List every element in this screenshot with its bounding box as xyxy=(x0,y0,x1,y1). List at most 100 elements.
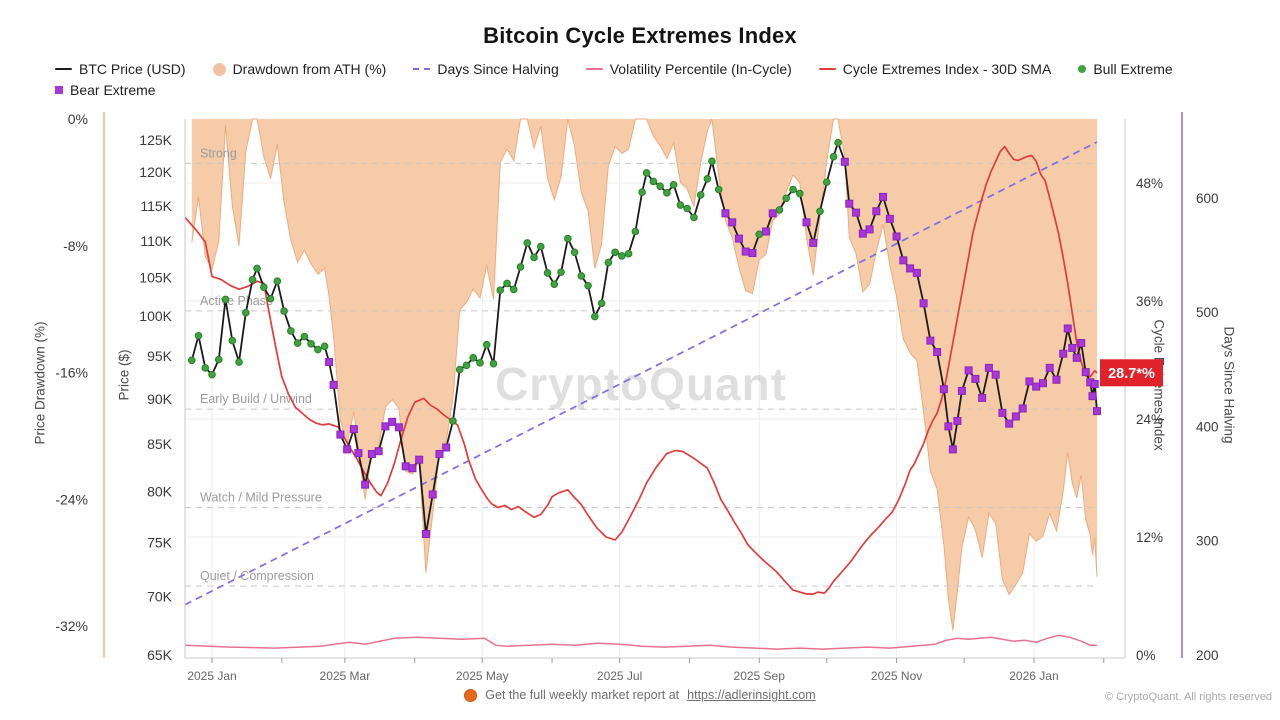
bull-extreme-marker xyxy=(489,359,498,368)
bear-extreme-marker xyxy=(367,450,376,459)
cei-tick-label: 36% xyxy=(1136,294,1163,309)
bear-extreme-marker xyxy=(939,385,948,394)
bull-extreme-marker xyxy=(242,308,250,317)
bull-extreme-marker xyxy=(509,285,518,294)
bear-extreme-marker xyxy=(394,423,403,432)
legend-swatch-btc-price-usd-icon xyxy=(55,67,72,71)
dsh-tick-label: 400 xyxy=(1196,419,1219,434)
bear-extreme-marker xyxy=(428,490,437,499)
price-tick-label: 125K xyxy=(139,132,172,148)
x-tick-label: 2025 Nov xyxy=(871,669,922,683)
bear-extreme-marker xyxy=(761,227,770,236)
bear-extreme-marker xyxy=(919,299,928,308)
zone-label: Strong xyxy=(200,146,237,160)
bear-extreme-marker xyxy=(865,225,874,234)
report-link[interactable]: https://adlerinsight.com xyxy=(687,688,816,702)
bear-extreme-marker xyxy=(957,386,966,395)
dsh-tick-label: 300 xyxy=(1196,534,1219,549)
legend-label: Volatility Percentile (In-Cycle) xyxy=(609,61,792,77)
bull-extreme-marker xyxy=(187,356,196,365)
legend-item-cycle-extremes-index-30d-sma[interactable]: Cycle Extremes Index - 30D SMA xyxy=(818,61,1052,77)
copyright-text: © CryptoQuant. All rights reserved xyxy=(1104,691,1272,703)
bull-extreme-marker xyxy=(214,355,223,364)
bear-extreme-marker xyxy=(336,430,345,439)
cei-tick-label: 24% xyxy=(1136,412,1163,427)
bull-extreme-marker xyxy=(604,258,613,267)
bull-extreme-marker xyxy=(221,295,230,304)
price-tick-label: 65K xyxy=(147,647,173,663)
zone-label: Early Build / Unwind xyxy=(200,392,312,406)
legend-swatch-cycle-extremes-index-30d-sma-icon xyxy=(818,67,836,71)
bear-extreme-marker xyxy=(1038,379,1047,388)
bull-extreme-marker xyxy=(503,279,511,288)
bear-extreme-marker xyxy=(401,462,410,471)
price-tick-label: 100K xyxy=(139,308,172,324)
bull-extreme-marker xyxy=(235,358,243,366)
bear-extreme-marker xyxy=(721,209,730,218)
bear-extreme-marker xyxy=(858,229,867,238)
price-tick-label: 80K xyxy=(147,484,173,500)
legend-item-days-since-halving[interactable]: Days Since Halving xyxy=(413,61,559,77)
bear-extreme-marker xyxy=(329,380,338,389)
bear-extreme-marker xyxy=(388,417,397,426)
bear-extreme-marker xyxy=(1005,419,1014,428)
drawdown-tick-label: -8% xyxy=(63,238,88,254)
legend-swatch-bull-extreme-icon xyxy=(1078,65,1087,73)
bear-extreme-marker xyxy=(885,214,894,223)
x-tick-label: 2025 Sep xyxy=(734,669,786,683)
legend-label: Drawdown from ATH (%) xyxy=(232,61,387,77)
bull-extreme-marker xyxy=(638,188,646,196)
bear-extreme-marker xyxy=(381,422,390,431)
bear-extreme-marker xyxy=(984,363,993,372)
bull-extreme-marker xyxy=(683,204,691,213)
x-tick-label: 2025 Jul xyxy=(597,669,642,683)
bull-extreme-marker xyxy=(194,331,203,340)
bull-extreme-marker xyxy=(462,361,471,370)
bull-extreme-marker xyxy=(755,230,764,239)
bear-extreme-marker xyxy=(906,264,915,273)
bull-extreme-marker xyxy=(584,281,592,290)
bear-extreme-marker xyxy=(1018,404,1027,413)
zone-label: Quiet / Compression xyxy=(200,569,314,583)
bear-extreme-marker xyxy=(748,249,757,258)
bear-extreme-marker xyxy=(1077,339,1086,348)
bull-extreme-marker xyxy=(543,269,552,277)
bull-extreme-marker xyxy=(300,332,309,341)
bear-extreme-marker xyxy=(912,268,921,277)
legend-item-bull-extreme[interactable]: Bull Extreme xyxy=(1078,61,1173,77)
drawdown-tick-label: -24% xyxy=(55,491,88,507)
bear-extreme-marker xyxy=(374,447,383,456)
bear-extreme-marker xyxy=(840,157,849,166)
price-tick-label: 85K xyxy=(147,436,173,452)
bear-extreme-marker xyxy=(1025,377,1034,386)
bull-extreme-marker xyxy=(287,327,295,335)
legend-label: Bull Extreme xyxy=(1093,61,1173,77)
series-drawdown-area xyxy=(191,119,1098,631)
bear-extreme-marker xyxy=(1032,382,1041,391)
legend-item-volatility-percentile-in-cycle[interactable]: Volatility Percentile (In-Cycle) xyxy=(585,61,792,77)
series-drawdown-edge xyxy=(191,118,1098,631)
bull-extreme-marker xyxy=(834,138,842,147)
bull-extreme-marker xyxy=(696,191,705,199)
bull-extreme-marker xyxy=(208,370,216,379)
legend-item-bear-extreme[interactable]: Bear Extreme xyxy=(55,82,156,98)
legend-swatch-bear-extreme-icon xyxy=(55,86,63,94)
legend-item-drawdown-from-ath[interactable]: Drawdown from ATH (%) xyxy=(212,61,387,77)
bear-extreme-marker xyxy=(343,445,352,454)
bull-extreme-marker xyxy=(248,275,257,284)
bull-extreme-marker xyxy=(293,339,302,347)
legend-swatch-drawdown-from-ath-icon xyxy=(212,62,226,76)
price-tick-label: 115K xyxy=(140,198,172,214)
bull-extreme-marker xyxy=(669,181,678,189)
bull-extreme-marker xyxy=(649,177,658,186)
dsh-tick-label: 200 xyxy=(1196,648,1219,663)
bull-extreme-marker xyxy=(782,194,791,203)
bear-extreme-marker xyxy=(953,416,962,425)
bull-extreme-marker xyxy=(676,201,685,209)
price-tick-label: 95K xyxy=(147,348,173,364)
legend-swatch-volatility-percentile-in-cycle-icon xyxy=(585,67,603,71)
bull-extreme-marker xyxy=(624,249,633,258)
legend-item-btc-price-usd[interactable]: BTC Price (USD) xyxy=(55,61,186,77)
legend-label: Cycle Extremes Index - 30D SMA xyxy=(842,61,1052,77)
